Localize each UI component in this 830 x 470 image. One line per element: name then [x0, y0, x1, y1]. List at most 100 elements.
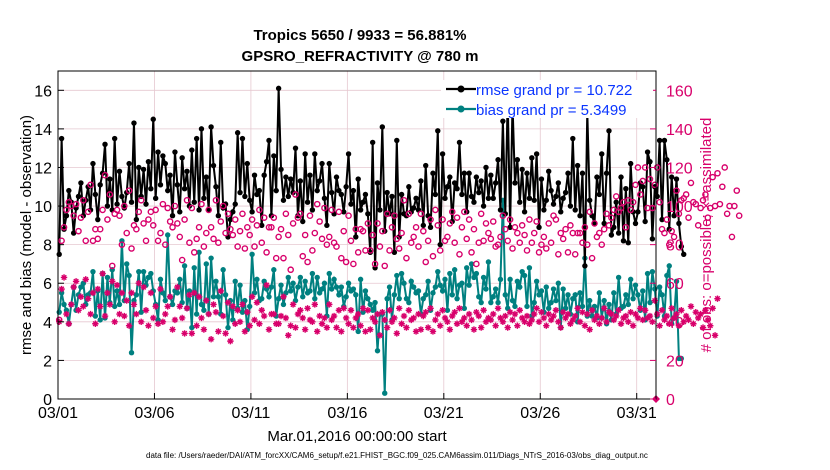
bias-point: [507, 276, 513, 283]
assimilated-obs-point: [128, 289, 135, 297]
possible-obs-point: [427, 216, 434, 223]
bias-point: [451, 267, 458, 273]
possible-obs-point: [318, 235, 326, 243]
rmse-point: [555, 180, 562, 186]
rmse-point: [456, 139, 463, 146]
possible-obs-point: [735, 212, 743, 220]
possible-obs-point: [376, 243, 384, 250]
assimilated-obs-point: [543, 322, 550, 329]
rmse-point: [594, 174, 600, 180]
assimilated-obs-point: [193, 322, 200, 329]
rmse-point: [162, 160, 168, 167]
possible-obs-point: [289, 220, 297, 227]
assimilated-obs-point: [289, 301, 297, 308]
assimilated-obs-point: [675, 322, 683, 329]
assimilated-obs-point: [84, 295, 92, 302]
possible-obs-point: [581, 223, 589, 231]
rmse-point: [377, 207, 383, 213]
possible-obs-point: [608, 214, 615, 221]
assimilated-obs-point: [63, 310, 70, 318]
assimilated-obs-point: [412, 328, 420, 335]
assimilated-obs-point: [68, 301, 75, 308]
rmse-point: [647, 158, 653, 165]
possible-obs-point: [603, 210, 610, 218]
assimilated-obs-point: [658, 307, 666, 314]
bias-point: [357, 276, 364, 283]
bias-point: [444, 307, 451, 313]
assimilated-obs-point: [166, 293, 174, 300]
rmse-point: [668, 174, 675, 180]
assimilated-obs-point: [499, 318, 507, 326]
possible-obs-point: [605, 222, 613, 229]
rmse-point: [478, 178, 484, 184]
assimilated-obs-point: [673, 310, 680, 318]
possible-obs-point: [263, 249, 270, 256]
possible-obs-point: [622, 223, 630, 231]
possible-obs-point: [63, 206, 70, 214]
bias-point: [157, 276, 164, 283]
possible-obs-point: [533, 218, 540, 225]
bias-point: [579, 303, 586, 310]
rmse-point: [261, 172, 267, 178]
assimilated-obs-point: [480, 307, 487, 314]
possible-obs-point: [714, 169, 721, 177]
possible-obs-point: [697, 204, 704, 212]
bias-point: [386, 284, 393, 290]
rmse-point: [133, 216, 140, 223]
assimilated-obs-point: [557, 324, 564, 331]
assimilated-obs-point: [526, 320, 533, 327]
possible-obs-point: [345, 212, 352, 220]
rmse-point: [507, 224, 513, 230]
rmse-point: [488, 172, 494, 178]
possible-obs-point: [417, 210, 425, 218]
rmse-point: [155, 149, 161, 155]
bias-point: [519, 268, 525, 275]
assimilated-obs-point: [646, 312, 654, 320]
possible-obs-point: [174, 220, 181, 227]
rmse-point: [179, 155, 185, 161]
assimilated-obs-point: [72, 278, 80, 285]
bias-point: [174, 290, 181, 296]
assimilated-obs-point: [171, 316, 179, 324]
possible-obs-point: [219, 202, 227, 210]
bias-point: [169, 301, 176, 308]
bias-point: [314, 274, 320, 281]
assimilated-obs-point: [685, 316, 692, 324]
possible-obs-point: [489, 218, 497, 225]
possible-obs-point: [388, 223, 396, 231]
obs-series: [55, 164, 743, 403]
assimilated-obs-point: [116, 310, 123, 318]
possible-obs-point: [673, 187, 680, 194]
assimilated-obs-point: [393, 330, 400, 337]
rmse-point: [640, 184, 646, 190]
assimilated-obs-point: [99, 270, 106, 277]
bias-point: [625, 301, 631, 308]
assimilated-obs-point: [345, 320, 352, 327]
possible-obs-point: [600, 225, 608, 233]
bias-point: [521, 272, 528, 279]
rmse-point: [259, 222, 265, 229]
rmse-point: [353, 234, 359, 240]
bias-point: [570, 295, 576, 302]
possible-obs-point: [477, 210, 485, 218]
rmse-point: [160, 153, 166, 159]
assimilated-obs-point: [174, 283, 181, 291]
bias-point: [538, 288, 545, 294]
assimilated-obs-point: [338, 328, 345, 335]
possible-obs-point: [210, 235, 217, 243]
possible-obs-point: [222, 229, 229, 237]
possible-obs-point: [709, 173, 716, 181]
bias-point: [263, 286, 270, 292]
bias-point: [403, 295, 410, 302]
possible-obs-point: [663, 216, 671, 223]
bias-point: [186, 288, 193, 294]
rmse-point: [338, 191, 345, 198]
rmse-point: [316, 178, 323, 184]
rmse-point: [256, 187, 263, 194]
rmse-point: [312, 151, 318, 157]
bias-point: [124, 261, 130, 267]
rmse-point: [116, 168, 123, 175]
assimilated-obs-point: [473, 308, 480, 316]
